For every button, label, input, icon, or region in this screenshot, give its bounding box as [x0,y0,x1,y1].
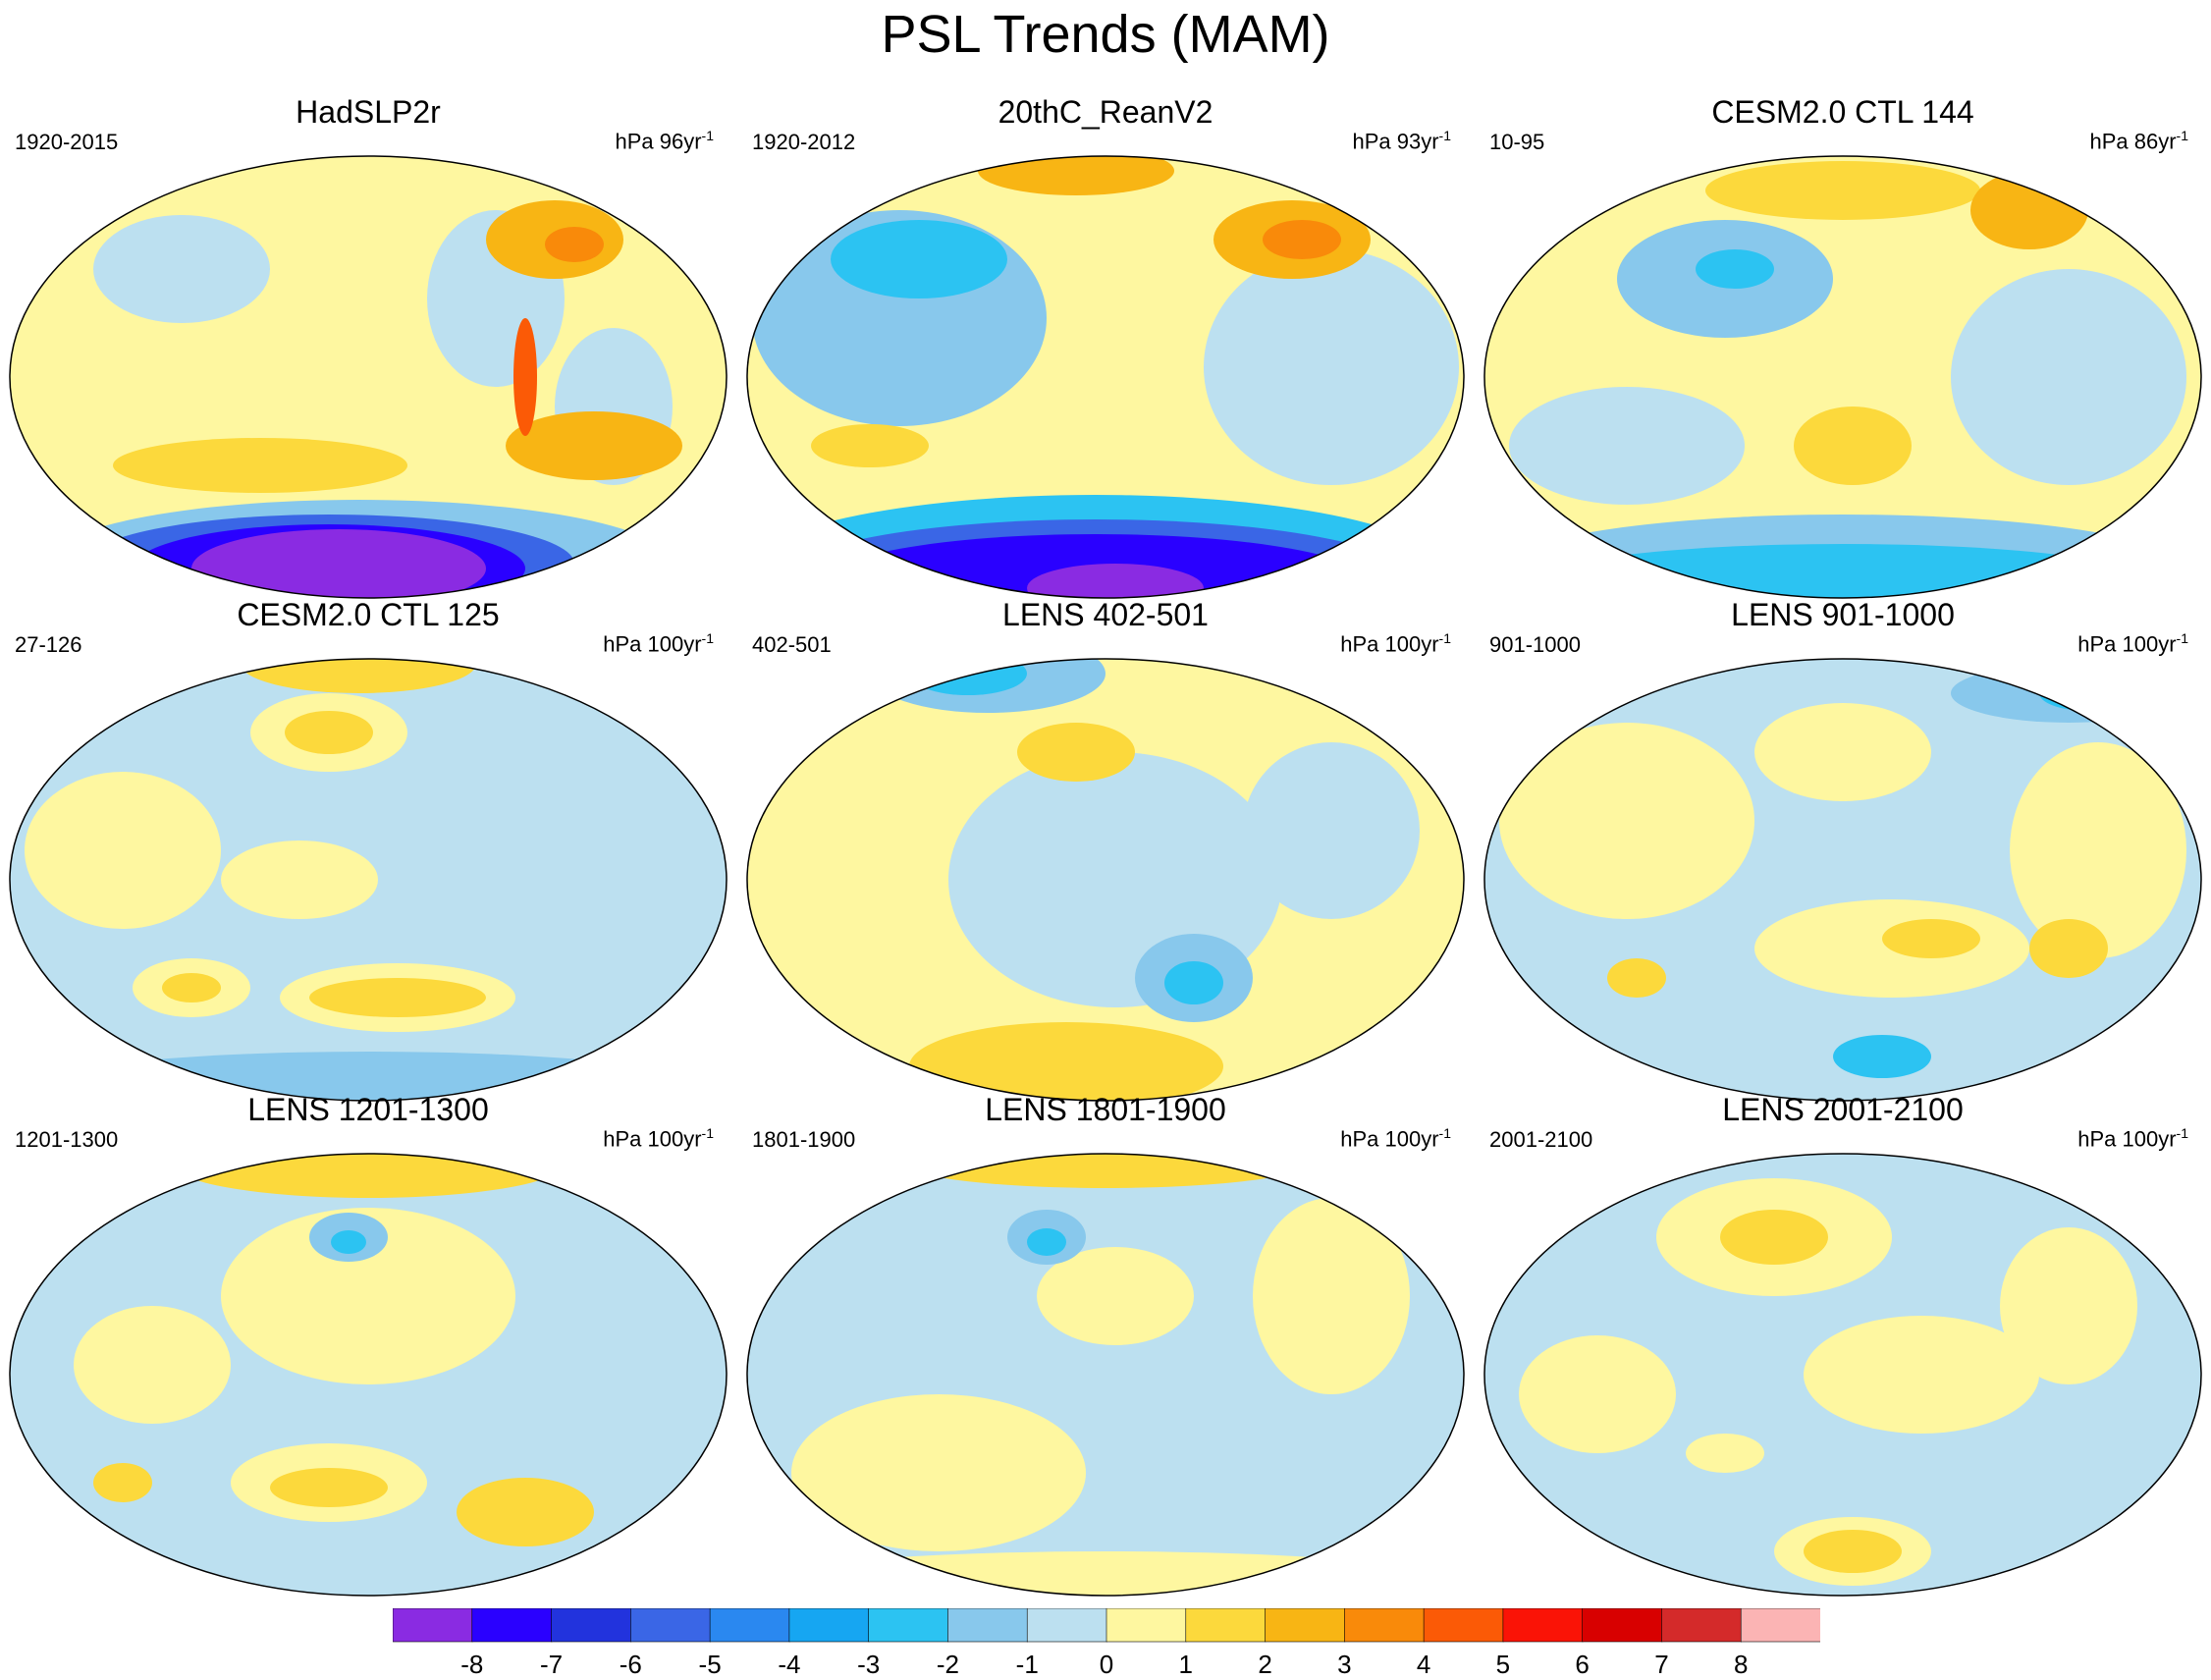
map-cesm-ctl-144 [1483,155,2202,599]
panel-period: 1201-1300 [15,1127,119,1152]
colorbar-box [1185,1608,1267,1643]
panel-lens-402-501: LENS 402-501 402-501 hPa 100yr-1 [742,597,1469,1102]
colorbar-tick-label: 0 [1099,1650,1114,1679]
colorbar-box [1106,1608,1187,1643]
panel-title: LENS 1801-1900 [985,1092,1226,1127]
colorbar-tick-label: 3 [1337,1650,1352,1679]
colorbar-box [1344,1608,1425,1643]
panel-period: 10-95 [1489,130,1545,154]
colorbar-box [551,1608,632,1643]
panel-period: 27-126 [15,632,82,657]
map-lens-2001-2100 [1483,1153,2202,1597]
panel-title: CESM2.0 CTL 144 [1711,94,1974,130]
map-lens-402-501 [746,658,1465,1102]
panel-lens-1201-1300: LENS 1201-1300 1201-1300 hPa 100yr-1 [5,1092,731,1597]
panel-title: LENS 1201-1300 [247,1092,489,1127]
panel-title: HadSLP2r [296,94,441,130]
panel-period: 901-1000 [1489,632,1581,657]
map-20thc-reanv2 [746,155,1465,599]
colorbar-tick-label: -2 [936,1650,959,1679]
colorbar-tick-label: -4 [778,1650,801,1679]
colorbar-tick-label: -8 [460,1650,484,1679]
colorbar-box [393,1608,473,1643]
panel-units: hPa 93yr-1 [1352,128,1451,154]
colorbar-tick-label: 1 [1178,1650,1193,1679]
panel-period: 402-501 [752,632,832,657]
colorbar-tick-label: 4 [1416,1650,1431,1679]
panel-units: hPa 96yr-1 [615,128,714,154]
map-lens-1801-1900 [746,1153,1465,1597]
panel-period: 2001-2100 [1489,1127,1593,1152]
colorbar-box [868,1608,949,1643]
map-hadslp2r [9,155,728,599]
colorbar-box [630,1608,711,1643]
panel-units: hPa 86yr-1 [2089,128,2188,154]
panel-units: hPa 100yr-1 [603,630,714,657]
colorbar-box [1740,1608,1820,1643]
panel-title: LENS 2001-2100 [1722,1092,1964,1127]
colorbar-box [1661,1608,1743,1643]
colorbar-box [788,1608,870,1643]
panel-title: LENS 901-1000 [1731,597,1955,632]
colorbar-box [947,1608,1029,1643]
panel-units: hPa 100yr-1 [603,1125,714,1152]
panel-title: 20thC_ReanV2 [998,94,1213,130]
colorbar-tick-label: -7 [539,1650,564,1679]
panel-title: LENS 402-501 [1002,597,1209,632]
panel-cesm-ctl-144: CESM2.0 CTL 144 10-95 hPa 86yr-1 [1480,94,2206,599]
panel-title: CESM2.0 CTL 125 [237,597,500,632]
figure-title: PSL Trends (MAM) [881,5,1330,64]
panel-period: 1801-1900 [752,1127,856,1152]
colorbar-tick-label: 5 [1495,1650,1511,1679]
panel-lens-1801-1900: LENS 1801-1900 1801-1900 hPa 100yr-1 [742,1092,1469,1597]
panel-lens-2001-2100: LENS 2001-2100 2001-2100 hPa 100yr-1 [1480,1092,2206,1597]
colorbar-box [1502,1608,1584,1643]
panel-period: 1920-2012 [752,130,856,154]
colorbar-box [1026,1608,1107,1643]
panel-20thc-reanv2: 20thC_ReanV2 1920-2012 hPa 93yr-1 [742,94,1469,599]
colorbar-tick-label: 2 [1258,1650,1272,1679]
colorbar-tick-label: 8 [1733,1650,1749,1679]
colorbar-tick-label: -5 [698,1650,722,1679]
colorbar [393,1608,1820,1643]
colorbar-box [471,1608,553,1643]
map-cesm-ctl-125 [9,658,728,1102]
colorbar-box [1423,1608,1504,1643]
panel-units: hPa 100yr-1 [1340,1125,1451,1152]
colorbar-tick-label: -3 [857,1650,881,1679]
panel-cesm-ctl-125: CESM2.0 CTL 125 27-126 hPa 100yr-1 [5,597,731,1102]
panel-lens-901-1000: LENS 901-1000 901-1000 hPa 100yr-1 [1480,597,2206,1102]
panel-hadslp2r: HadSLP2r 1920-2015 hPa 96yr-1 [5,94,731,599]
panel-units: hPa 100yr-1 [2077,1125,2188,1152]
map-lens-1201-1300 [9,1153,728,1597]
map-lens-901-1000 [1483,658,2202,1102]
panel-units: hPa 100yr-1 [2077,630,2188,657]
panel-period: 1920-2015 [15,130,119,154]
colorbar-tick-label: -1 [1015,1650,1039,1679]
colorbar-box [709,1608,790,1643]
colorbar-tick-label: 7 [1654,1650,1669,1679]
colorbar-box [1265,1608,1346,1643]
panel-units: hPa 100yr-1 [1340,630,1451,657]
colorbar-box [1582,1608,1663,1643]
colorbar-tick-label: -6 [619,1650,642,1679]
colorbar-tick-label: 6 [1575,1650,1590,1679]
